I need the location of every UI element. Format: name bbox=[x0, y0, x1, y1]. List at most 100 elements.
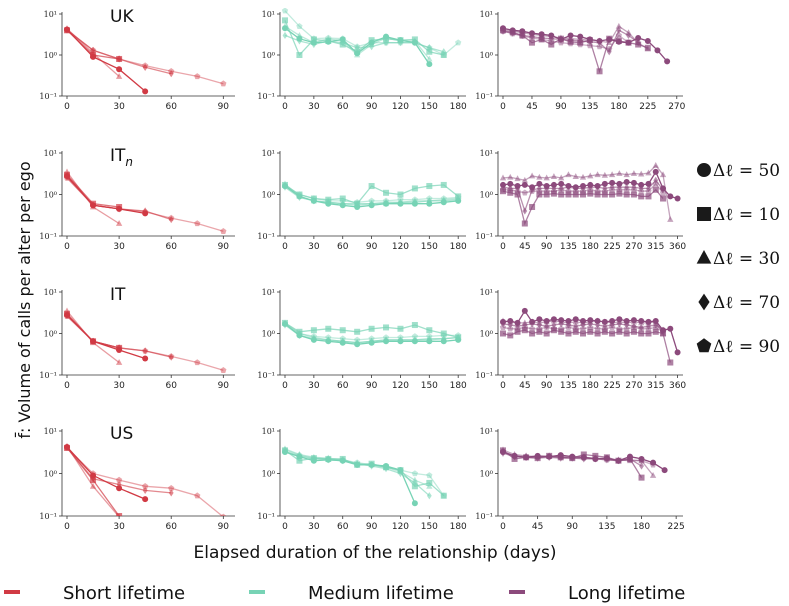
data-point-pentagon bbox=[569, 454, 576, 461]
data-point-diamond bbox=[522, 207, 528, 215]
data-point-pentagon bbox=[623, 325, 630, 332]
data-point-triangle bbox=[507, 173, 514, 180]
data-point-diamond bbox=[325, 37, 331, 45]
data-point-diamond bbox=[369, 462, 374, 470]
data-point-square bbox=[500, 330, 506, 337]
x-tick-label: 135 bbox=[560, 381, 577, 391]
data-point-square bbox=[667, 359, 674, 366]
data-point-pentagon bbox=[89, 47, 97, 53]
x-tick-label: 150 bbox=[421, 381, 438, 391]
data-point-pentagon bbox=[115, 55, 123, 62]
x-tick-label: 30 bbox=[113, 102, 125, 112]
y-tick-label: 10⁰ bbox=[262, 51, 275, 60]
data-point-diamond bbox=[168, 70, 174, 78]
data-point-square bbox=[354, 328, 361, 335]
data-point-diamond bbox=[566, 183, 571, 191]
data-point-diamond bbox=[398, 198, 403, 206]
data-point-pentagon bbox=[577, 41, 584, 48]
data-point-diamond bbox=[142, 347, 148, 355]
data-point-diamond bbox=[606, 48, 612, 56]
data-point-square bbox=[550, 327, 557, 334]
data-point-pentagon bbox=[397, 196, 404, 203]
data-point-square bbox=[543, 330, 550, 337]
data-point-pentagon bbox=[411, 39, 419, 46]
series-line-pentagon bbox=[284, 10, 459, 56]
data-point-diamond bbox=[116, 344, 122, 352]
data-point-diamond bbox=[577, 37, 583, 45]
y-tick-label: 10⁻¹ bbox=[257, 92, 275, 101]
data-point-pentagon bbox=[368, 39, 375, 46]
data-point-pentagon bbox=[586, 42, 594, 49]
x-tick-label: 30 bbox=[308, 522, 320, 532]
panel-US-2: 10⁻¹ 10⁰ 10¹ 0 45 90 135 180 225 bbox=[475, 427, 684, 532]
x-tick-label: 225 bbox=[604, 242, 621, 252]
data-point-pentagon bbox=[325, 455, 332, 462]
data-point-diamond bbox=[602, 184, 608, 193]
panel-series-group bbox=[63, 168, 227, 234]
data-point-circle bbox=[635, 34, 642, 41]
data-point-circle bbox=[623, 179, 630, 186]
data-point-diamond bbox=[515, 322, 520, 330]
data-point-diamond bbox=[500, 320, 506, 328]
data-point-diamond bbox=[311, 40, 317, 49]
data-point-pentagon bbox=[296, 191, 303, 198]
data-point-square bbox=[572, 328, 579, 335]
data-point-triangle bbox=[528, 172, 536, 179]
data-point-pentagon bbox=[608, 186, 616, 193]
panel-series-group bbox=[281, 180, 462, 210]
data-point-diamond bbox=[412, 39, 418, 47]
data-point-pentagon bbox=[63, 27, 71, 33]
data-point-diamond bbox=[383, 39, 389, 47]
data-point-triangle bbox=[382, 34, 390, 41]
x-tick-label: 180 bbox=[633, 522, 650, 532]
data-point-square bbox=[616, 190, 623, 197]
data-point-diamond bbox=[282, 447, 288, 456]
data-point-triangle bbox=[667, 216, 674, 222]
x-tick-label: 0 bbox=[500, 381, 506, 391]
data-point-pentagon bbox=[579, 325, 587, 332]
data-point-triangle bbox=[281, 22, 289, 29]
x-tick-label: 180 bbox=[450, 242, 467, 252]
data-point-diamond bbox=[500, 449, 506, 457]
data-point-pentagon bbox=[142, 208, 149, 215]
data-point-pentagon bbox=[645, 325, 652, 332]
x-tick-label: 150 bbox=[421, 102, 438, 112]
x-tick-label: 135 bbox=[598, 522, 615, 532]
data-point-pentagon bbox=[354, 336, 361, 343]
data-point-diamond bbox=[64, 173, 70, 181]
panel-UK-0: 10⁻¹ 10⁰ 10¹ 0 30 60 90 UK bbox=[39, 7, 235, 112]
data-point-pentagon bbox=[194, 220, 201, 227]
data-point-square bbox=[596, 68, 603, 75]
x-tick-label: 360 bbox=[669, 381, 686, 391]
data-point-circle bbox=[609, 179, 616, 186]
panel-series-group bbox=[63, 442, 227, 516]
data-point-diamond bbox=[624, 321, 630, 329]
data-point-square bbox=[536, 328, 543, 335]
panel-ITn-1: 10⁻¹ 10⁰ 10¹ 0 30 60 90 120 150 180 bbox=[257, 149, 467, 252]
data-point-diamond bbox=[325, 456, 331, 464]
data-point-triangle bbox=[594, 171, 601, 178]
data-point-pentagon bbox=[89, 470, 97, 477]
data-point-diamond bbox=[551, 184, 557, 193]
data-point-pentagon bbox=[521, 189, 528, 196]
data-point-triangle bbox=[608, 171, 616, 178]
y-tick-label: 10⁻¹ bbox=[257, 371, 275, 380]
data-point-pentagon bbox=[339, 197, 346, 204]
data-point-circle bbox=[558, 180, 565, 187]
series-line-triangle bbox=[66, 310, 120, 364]
x-tick-label: 90 bbox=[218, 522, 230, 532]
legend-label: Δℓ = 50 bbox=[713, 161, 780, 181]
data-point-square bbox=[310, 327, 317, 334]
data-point-pentagon bbox=[339, 456, 346, 463]
data-point-diamond bbox=[626, 31, 631, 40]
data-point-pentagon bbox=[455, 194, 462, 201]
data-point-pentagon bbox=[339, 335, 346, 342]
y-tick-label: 10¹ bbox=[44, 10, 57, 19]
data-point-square bbox=[368, 37, 375, 44]
x-tick-label: 0 bbox=[64, 242, 70, 252]
data-point-pentagon bbox=[558, 186, 565, 193]
legend-label: Δℓ = 70 bbox=[713, 293, 780, 313]
y-tick-label: 10¹ bbox=[480, 10, 493, 19]
x-tick-label: 225 bbox=[668, 522, 685, 532]
data-point-diamond bbox=[311, 455, 317, 463]
